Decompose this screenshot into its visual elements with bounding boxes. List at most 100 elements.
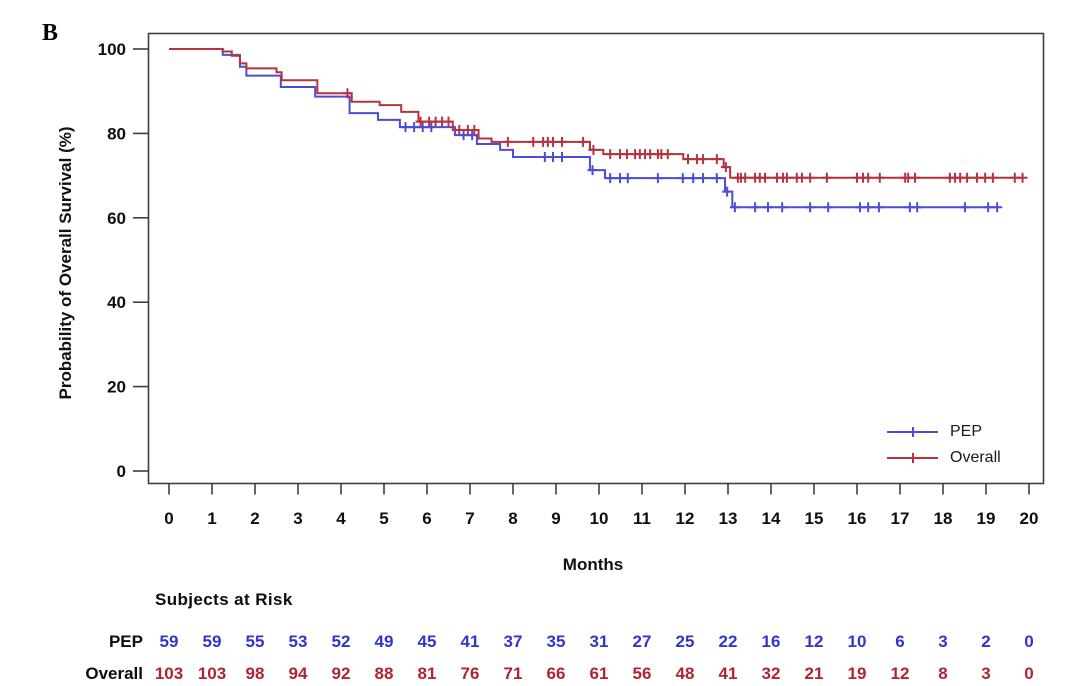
censor-plus-icon <box>677 173 688 184</box>
x-tick-label: 20 <box>1020 509 1039 528</box>
risk-value: 16 <box>761 632 781 651</box>
y-tick-label: 0 <box>117 462 126 481</box>
risk-value: 98 <box>245 664 265 683</box>
x-tick-label: 11 <box>633 509 651 528</box>
risk-table-title: Subjects at Risk <box>155 590 293 609</box>
censor-plus-icon <box>711 154 722 165</box>
risk-value: 66 <box>546 664 566 683</box>
legend-label-overall: Overall <box>950 449 1001 466</box>
risk-value: 103 <box>197 664 227 683</box>
censor-plus-icon <box>605 173 616 184</box>
plot-border <box>147 32 1045 485</box>
censor-plus-icon <box>458 130 469 141</box>
legend-label-pep: PEP <box>950 423 983 440</box>
x-tick-label: 9 <box>551 509 560 528</box>
x-axis-ticks: 0 1 2 3 4 5 6 7 8 9 10 11 12 13 14 15 16 17 18 19 20 <box>164 483 1039 528</box>
risk-value: 12 <box>890 664 910 683</box>
y-tick-label: 40 <box>107 293 126 312</box>
risk-value: 27 <box>632 632 652 651</box>
y-tick-label: 60 <box>107 209 126 228</box>
x-tick-label: 18 <box>934 509 953 528</box>
censor-plus-icon <box>983 202 994 213</box>
censor-plus-icon <box>662 149 673 160</box>
risk-value: 31 <box>589 632 609 651</box>
censor-plus-icon <box>959 202 970 213</box>
x-tick-label: 1 <box>207 509 216 528</box>
censor-plus-icon <box>557 136 568 147</box>
risk-value: 41 <box>718 664 738 683</box>
x-tick-label: 12 <box>676 509 695 528</box>
risk-value: 19 <box>847 664 867 683</box>
x-tick-label: 8 <box>508 509 517 528</box>
x-tick-label: 4 <box>336 509 346 528</box>
risk-value: 55 <box>245 632 265 651</box>
risk-value: 41 <box>460 632 480 651</box>
risk-value: 59 <box>159 632 179 651</box>
x-tick-label: 17 <box>891 509 910 528</box>
x-tick-label: 0 <box>164 509 173 528</box>
censor-plus-icon <box>547 152 558 163</box>
x-tick-label: 3 <box>293 509 302 528</box>
legend-censor-plus-icon <box>908 453 918 463</box>
censor-plus-icon <box>688 173 699 184</box>
pep-curve <box>169 48 999 209</box>
x-tick-label: 7 <box>465 509 474 528</box>
censor-plus-icon <box>605 149 616 160</box>
censor-plus-icon <box>557 152 568 163</box>
censor-plus-icon <box>722 186 733 197</box>
censor-plus-icon <box>469 125 480 136</box>
censor-plus-icon <box>720 162 731 173</box>
x-axis-title: Months <box>562 555 624 574</box>
x-tick-label: 2 <box>250 509 259 528</box>
risk-value: 0 <box>1024 664 1034 683</box>
censor-plus-icon <box>762 202 773 213</box>
censor-plus-icon <box>823 202 834 213</box>
risk-value: 53 <box>288 632 308 651</box>
risk-value: 49 <box>374 632 394 651</box>
censor-plus-icon <box>528 136 539 147</box>
censor-plus-icon <box>729 202 740 213</box>
risk-value: 103 <box>154 664 184 683</box>
x-tick-label: 10 <box>590 509 609 528</box>
censor-plus-icon <box>781 172 792 183</box>
risk-value: 21 <box>804 664 824 683</box>
y-tick-label: 100 <box>98 40 126 59</box>
x-tick-label: 19 <box>977 509 996 528</box>
risk-value: 2 <box>981 632 991 651</box>
risk-value: 45 <box>417 632 437 651</box>
risk-value: 10 <box>847 632 867 651</box>
censor-plus-icon <box>622 173 633 184</box>
censor-plus-icon <box>698 173 709 184</box>
risk-value: 32 <box>761 664 781 683</box>
censor-plus-icon <box>467 130 478 141</box>
risk-value: 88 <box>374 664 394 683</box>
censor-plus-icon <box>342 88 353 99</box>
censor-plus-icon <box>443 116 454 127</box>
censor-plus-icon <box>683 154 694 165</box>
risk-value: 6 <box>895 632 905 651</box>
censor-plus-icon <box>962 172 973 183</box>
risk-value: 8 <box>938 664 948 683</box>
censor-plus-icon <box>874 172 885 183</box>
censor-plus-icon <box>863 172 874 183</box>
legend <box>887 427 938 463</box>
censor-plus-icon <box>873 202 884 213</box>
censor-plus-icon <box>910 172 921 183</box>
y-tick-label: 80 <box>107 124 126 143</box>
censor-plus-icon <box>409 122 420 133</box>
risk-value: 22 <box>718 632 738 651</box>
censor-plus-icon <box>821 172 832 183</box>
pep-censor-marks <box>400 122 1003 213</box>
censor-plus-icon <box>578 136 589 147</box>
censor-plus-icon <box>415 116 426 127</box>
censor-plus-icon <box>1017 172 1028 183</box>
censor-plus-icon <box>912 202 923 213</box>
censor-plus-icon <box>426 122 437 133</box>
censor-plus-icon <box>863 202 874 213</box>
censor-plus-icon <box>652 173 663 184</box>
panel-label: B <box>42 20 59 46</box>
censor-plus-icon <box>502 136 513 147</box>
x-tick-label: 13 <box>719 509 738 528</box>
